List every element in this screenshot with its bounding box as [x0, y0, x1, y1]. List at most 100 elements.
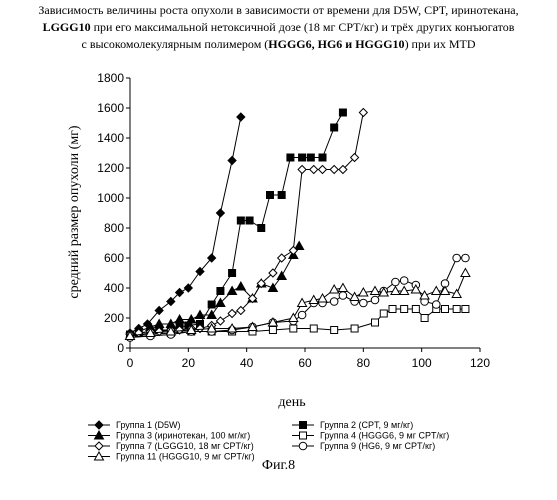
data-point [351, 325, 358, 332]
data-point [287, 154, 294, 161]
data-point [461, 269, 470, 277]
data-point [228, 310, 236, 318]
data-point [298, 311, 306, 319]
data-point [299, 154, 306, 161]
y-tick-label: 1400 [97, 131, 124, 145]
legend-marker [95, 421, 103, 429]
data-point [246, 217, 253, 224]
data-point [339, 109, 346, 116]
chart-series-layer [126, 109, 470, 342]
y-tick-label: 1800 [97, 71, 124, 85]
y-tick-label: 1600 [97, 101, 124, 115]
data-point [412, 306, 419, 313]
data-point [267, 192, 274, 199]
data-point [432, 301, 440, 309]
data-point [330, 166, 338, 174]
data-point [462, 306, 469, 313]
figure-caption: Фиг.8 [0, 458, 557, 474]
data-point [278, 192, 285, 199]
data-point [216, 209, 224, 217]
data-point [331, 124, 338, 131]
data-point [258, 225, 265, 232]
series-line [130, 117, 241, 333]
y-tick-label: 800 [104, 221, 124, 235]
y-tick-label: 1000 [97, 191, 124, 205]
data-point [330, 298, 338, 306]
legend-label: Группа 9 (HG6, 9 мг CPT/кг) [320, 441, 435, 451]
data-point [319, 154, 326, 161]
data-point [421, 315, 428, 322]
data-point [380, 310, 387, 317]
data-point [307, 154, 314, 161]
data-point [236, 282, 245, 290]
legend-marker [299, 442, 307, 450]
legend-label: Группа 1 (D5W) [116, 420, 181, 430]
x-tick-label: 120 [470, 356, 490, 370]
data-point [237, 113, 245, 121]
legend-entry: Группа 4 (HGGG6, 9 мг CPT/кг) [292, 431, 449, 441]
data-point [237, 217, 244, 224]
data-point [318, 294, 327, 302]
y-tick-label: 400 [104, 281, 124, 295]
data-point [339, 292, 347, 300]
data-point [338, 284, 347, 292]
data-point [372, 319, 379, 326]
data-point [400, 277, 408, 285]
data-point [184, 284, 192, 292]
data-point [371, 296, 379, 304]
x-tick-label: 60 [298, 356, 312, 370]
legend-label: Группа 4 (HGGG6, 9 мг CPT/кг) [320, 431, 449, 441]
data-point [360, 299, 368, 307]
data-point [453, 306, 460, 313]
data-point [269, 327, 276, 334]
data-point [310, 166, 318, 174]
data-point [462, 254, 470, 262]
data-point [216, 317, 224, 325]
x-tick-label: 100 [412, 356, 432, 370]
data-point [401, 306, 408, 313]
data-point [289, 314, 298, 322]
data-point [268, 284, 277, 292]
data-point [392, 278, 400, 286]
data-point [331, 327, 338, 334]
data-point [298, 166, 306, 174]
data-point [290, 325, 297, 332]
chart-legend: Группа 1 (D5W)Группа 2 (CPT, 9 мг/кг)Гру… [88, 420, 449, 462]
legend-entry: Группа 9 (HG6, 9 мг CPT/кг) [292, 441, 435, 451]
data-point [278, 254, 286, 262]
legend-label: Группа 2 (CPT, 9 мг/кг) [320, 420, 413, 430]
data-point [229, 270, 236, 277]
legend-marker [95, 442, 103, 450]
legend-entry: Группа 1 (D5W) [88, 420, 181, 430]
legend-label: Группа 7 (LGGG10, 18 мг CPT/кг) [116, 441, 254, 451]
legend-marker [300, 422, 307, 429]
data-point [453, 254, 461, 262]
data-point [359, 109, 367, 117]
x-tick-label: 0 [127, 356, 134, 370]
data-point [228, 157, 236, 165]
data-point [350, 293, 359, 301]
x-tick-label: 40 [240, 356, 254, 370]
y-tick-label: 1200 [97, 161, 124, 175]
y-tick-label: 200 [104, 311, 124, 325]
data-point [295, 242, 304, 250]
data-point [208, 301, 215, 308]
y-tick-label: 600 [104, 251, 124, 265]
series-1 [126, 113, 245, 337]
data-point [310, 325, 317, 332]
legend-label: Группа 3 (иринотекан, 100 мг/кг) [116, 431, 250, 441]
data-point [277, 272, 286, 280]
data-point [389, 306, 396, 313]
data-point [228, 287, 237, 295]
data-point [217, 288, 224, 295]
legend-entry: Группа 7 (LGGG10, 18 мг CPT/кг) [88, 441, 254, 451]
data-point [371, 287, 380, 295]
x-tick-label: 80 [357, 356, 371, 370]
x-axis-label: день [278, 395, 305, 410]
data-point [442, 306, 449, 313]
legend-entry: Группа 3 (иринотекан, 100 мг/кг) [88, 431, 250, 441]
legend-marker [300, 432, 307, 439]
x-tick-label: 20 [182, 356, 196, 370]
data-point [319, 166, 327, 174]
